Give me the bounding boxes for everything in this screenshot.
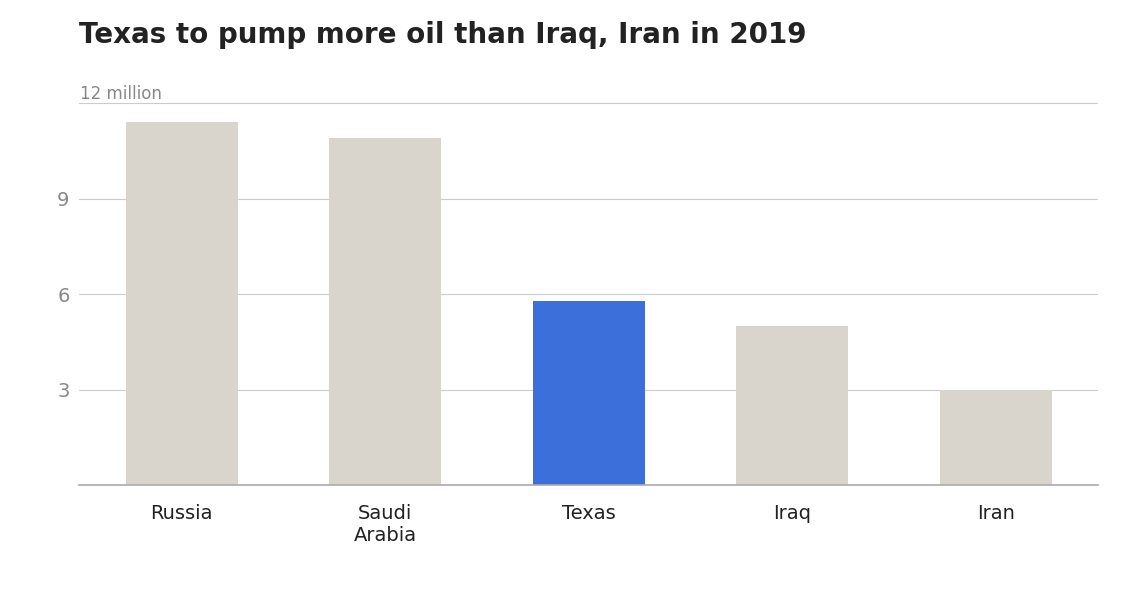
Bar bbox=[126, 122, 238, 485]
Text: 12 million: 12 million bbox=[79, 85, 162, 103]
Bar bbox=[940, 390, 1052, 485]
Bar bbox=[736, 326, 848, 485]
Bar bbox=[329, 138, 441, 485]
Text: Texas to pump more oil than Iraq, Iran in 2019: Texas to pump more oil than Iraq, Iran i… bbox=[79, 21, 807, 49]
Bar bbox=[533, 301, 644, 485]
